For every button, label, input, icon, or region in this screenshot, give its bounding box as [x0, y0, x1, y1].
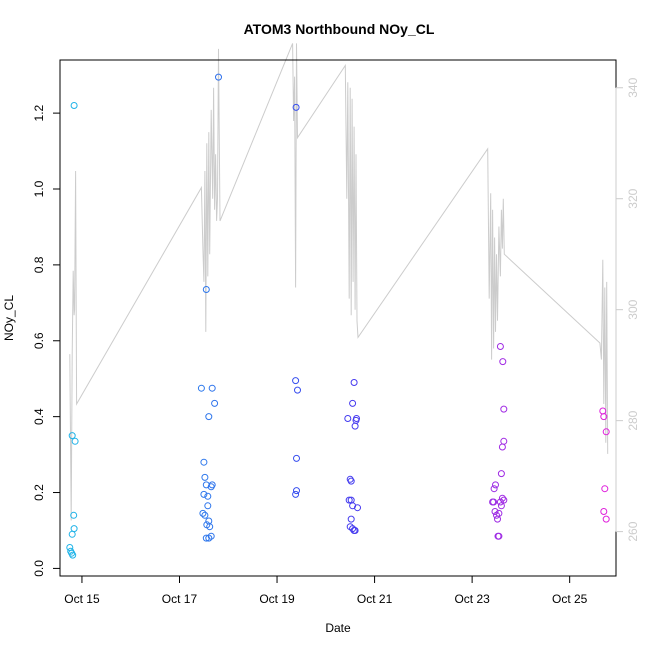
- data-point: [292, 377, 300, 385]
- x-axis-label: Date: [325, 621, 351, 635]
- data-point: [292, 490, 300, 498]
- data-point: [496, 343, 504, 350]
- y-tick-label: 0.6: [32, 332, 46, 349]
- data-point: [353, 415, 360, 422]
- data-point: [347, 515, 355, 523]
- y-tick-label: 0.0: [32, 560, 46, 577]
- secondary-y-tick-label: 300: [626, 299, 640, 319]
- data-point: [71, 437, 79, 445]
- data-point: [199, 509, 207, 517]
- data-point: [602, 428, 610, 436]
- data-point: [490, 485, 498, 493]
- data-point: [207, 532, 215, 540]
- data-point: [293, 487, 300, 495]
- y-axis: 0.0 0.2 0.4 0.6 0.8 1.0 1.2: [32, 104, 61, 577]
- data-point: [294, 386, 301, 394]
- data-point: [492, 481, 499, 489]
- x-tick-label: Oct 19: [259, 592, 295, 606]
- data-point: [600, 508, 608, 515]
- x-axis: Oct 15 Oct 17 Oct 19 Oct 21 Oct 23 Oct 25: [64, 575, 588, 606]
- secondary-line-layer: [69, 43, 609, 521]
- data-point: [351, 527, 359, 534]
- data-point: [490, 498, 498, 506]
- secondary-y-axis: 260 280 300 320 340: [615, 77, 640, 542]
- data-point: [345, 496, 353, 504]
- data-point: [500, 496, 508, 504]
- y-axis-label: NOy_CL: [2, 295, 16, 341]
- data-point: [200, 458, 208, 466]
- data-point: [70, 102, 78, 109]
- data-point: [495, 509, 503, 517]
- data-point: [497, 470, 505, 478]
- data-point: [68, 432, 76, 440]
- data-point: [496, 498, 504, 506]
- data-point: [498, 494, 506, 502]
- y-tick-label: 1.0: [32, 180, 46, 197]
- x-tick-label: Oct 25: [552, 592, 588, 606]
- data-point: [204, 492, 212, 500]
- secondary-y-tick-label: 280: [626, 410, 640, 430]
- secondary-series-line: [69, 43, 609, 521]
- data-point: [205, 413, 213, 421]
- y-tick-label: 1.2: [32, 104, 46, 121]
- data-point: [349, 399, 357, 407]
- data-point: [201, 473, 209, 481]
- data-point: [344, 415, 352, 422]
- data-point: [215, 73, 222, 81]
- data-point: [197, 384, 205, 392]
- data-point: [491, 508, 499, 515]
- data-point: [208, 481, 216, 489]
- data-point: [69, 551, 77, 559]
- data-point: [70, 511, 78, 519]
- data-point: [206, 523, 214, 531]
- x-tick-label: Oct 21: [357, 592, 393, 606]
- data-point: [500, 437, 508, 445]
- data-point: [208, 384, 216, 392]
- data-point: [70, 525, 78, 533]
- x-tick-label: Oct 15: [64, 592, 100, 606]
- chart-title: ATOM3 Northbound NOy_CL: [244, 21, 435, 37]
- data-point: [293, 454, 300, 462]
- data-point: [350, 379, 358, 386]
- data-point: [495, 532, 503, 540]
- points-layer: [66, 73, 610, 559]
- data-point: [500, 405, 508, 413]
- secondary-y-tick-label: 320: [626, 188, 640, 208]
- y-tick-label: 0.2: [32, 484, 46, 501]
- data-point: [601, 485, 609, 493]
- data-point: [499, 358, 507, 366]
- x-tick-label: Oct 17: [162, 592, 198, 606]
- secondary-y-tick-label: 340: [626, 77, 640, 97]
- data-point: [497, 502, 505, 510]
- x-tick-label: Oct 23: [454, 592, 490, 606]
- data-point: [211, 399, 219, 407]
- data-point: [354, 504, 361, 512]
- y-tick-label: 0.4: [32, 408, 46, 425]
- data-point: [347, 477, 355, 485]
- data-point: [202, 286, 210, 293]
- data-point: [204, 502, 212, 510]
- y-tick-label: 0.8: [32, 256, 46, 273]
- data-point: [292, 103, 300, 111]
- secondary-y-tick-label: 260: [626, 521, 640, 541]
- data-point: [602, 515, 610, 523]
- data-point: [200, 490, 208, 498]
- data-point: [600, 413, 608, 421]
- data-point: [201, 511, 209, 519]
